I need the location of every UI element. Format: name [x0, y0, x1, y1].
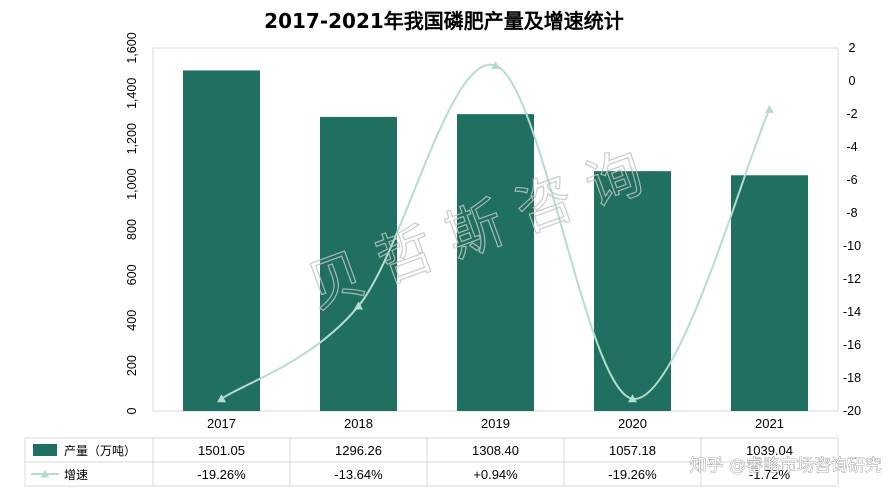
growth-point-2021 [765, 104, 774, 113]
x-tick-label: 2017 [207, 416, 236, 431]
y-right-tick-label: -2 [846, 107, 857, 121]
y-left-tick-label: 600 [125, 264, 139, 285]
bar-2019 [457, 114, 534, 412]
table-cell-growth: -19.26% [608, 467, 657, 482]
table-cell-growth: -19.26% [197, 467, 246, 482]
y-right-tick-label: -12 [843, 272, 861, 286]
y-left-tick-label: 1,600 [125, 32, 139, 63]
y-right-tick-label: -6 [846, 173, 857, 187]
y-right-tick-label: -20 [843, 404, 861, 418]
growth-point-2017 [217, 394, 226, 403]
growth-point-2018 [354, 301, 363, 310]
legend-bar-key [33, 444, 57, 456]
table-cell-output: 1308.40 [472, 443, 519, 458]
legend-bar-label: 产量（万吨） [64, 444, 136, 458]
bar-2021 [731, 175, 808, 411]
legend-line-marker [40, 469, 50, 478]
y-right-tick-label: -16 [843, 338, 861, 352]
table-cell-output: 1501.05 [198, 443, 245, 458]
table-cell-growth: +0.94% [473, 467, 518, 482]
y-right-tick-label: -8 [846, 206, 857, 220]
y-left-tick-label: 0 [125, 407, 139, 414]
growth-point-2019 [491, 60, 500, 69]
legend-line-label: 增速 [64, 468, 88, 482]
table-cell-growth: -13.64% [334, 467, 383, 482]
y-right-tick-label: -18 [843, 371, 861, 385]
x-tick-label: 2018 [344, 416, 373, 431]
y-left-tick-label: 400 [125, 310, 139, 331]
table-cell-growth: -1.72% [749, 467, 791, 482]
y-right-tick-label: 2 [849, 41, 856, 55]
growth-point-2020 [628, 394, 637, 403]
table-cell-output: 1039.04 [746, 443, 793, 458]
bar-2020 [594, 171, 671, 411]
y-right-tick-label: -10 [843, 239, 861, 253]
table-cell-output: 1296.26 [335, 443, 382, 458]
y-left-tick-label: 1,000 [125, 168, 139, 199]
growth-line [220, 63, 771, 400]
bar-2017 [183, 70, 260, 411]
x-tick-label: 2020 [618, 416, 647, 431]
y-left-tick-label: 1,200 [125, 123, 139, 154]
y-right-tick-label: -14 [843, 305, 861, 319]
chart-title: 2017-2021年我国磷肥产量及增速统计 [264, 9, 624, 33]
y-right-tick-label: -4 [846, 140, 857, 154]
y-right-tick-label: 0 [849, 74, 856, 88]
y-left-tick-label: 1,400 [125, 78, 139, 109]
y-left-tick-label: 800 [125, 219, 139, 240]
table-cell-output: 1057.18 [609, 443, 656, 458]
y-left-tick-label: 200 [125, 355, 139, 376]
source-label: 知乎 @睿略市场咨询研究 [690, 456, 882, 476]
x-tick-label: 2021 [755, 416, 784, 431]
x-tick-label: 2019 [481, 416, 510, 431]
